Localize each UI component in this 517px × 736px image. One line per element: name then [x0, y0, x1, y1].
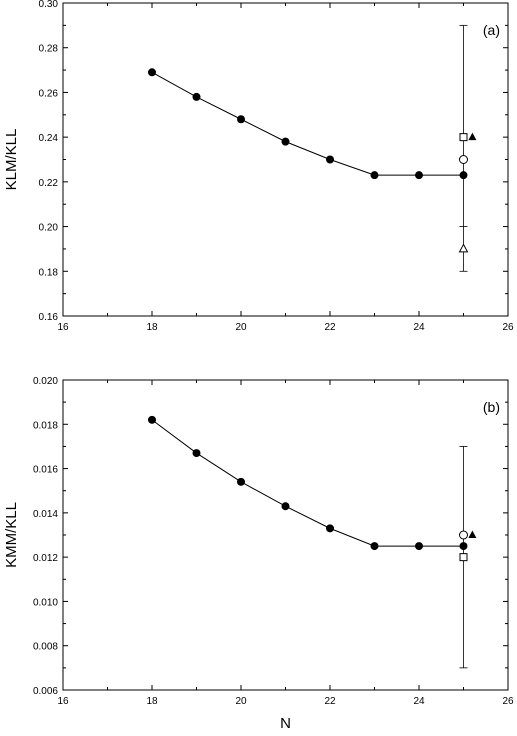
x-tick-label: 24 — [413, 322, 425, 333]
y-tick-label: 0.006 — [33, 686, 58, 697]
open-triangle-marker — [458, 243, 469, 253]
filled-triangle-marker — [468, 132, 477, 141]
data-point — [192, 449, 201, 458]
x-tick-label: 20 — [235, 322, 247, 333]
y-axis-label: KLM/KLL — [3, 129, 20, 191]
y-tick-label: 0.020 — [33, 376, 58, 387]
data-point — [237, 477, 245, 486]
x-tick-label: 18 — [146, 696, 158, 707]
x-tick-label: 22 — [324, 322, 336, 333]
y-tick-label: 0.24 — [39, 133, 59, 144]
data-point — [326, 524, 334, 533]
x-tick-label: 18 — [146, 322, 158, 333]
plot-frame — [62, 379, 509, 691]
data-point — [370, 171, 379, 180]
y-tick-label: 0.012 — [33, 553, 58, 564]
y-tick-label: 0.22 — [39, 178, 59, 189]
x-tick-label: 20 — [235, 696, 247, 707]
y-tick-label: 0.018 — [33, 420, 58, 431]
x-tick-label: 26 — [502, 322, 514, 333]
filled-triangle-marker — [468, 530, 477, 538]
data-point — [192, 92, 201, 101]
panel-b: 16 18 20 22 24 26 0.006 0.008 0.010 0.012 0.014 0.0… — [3, 376, 514, 732]
data-point — [370, 542, 379, 551]
data-point — [459, 171, 468, 180]
series-line — [151, 419, 464, 547]
data-point — [281, 502, 290, 511]
y-tick-label: 0.30 — [39, 0, 59, 10]
panel-label: (a) — [483, 22, 500, 38]
open-circle-marker — [459, 530, 468, 540]
panel-a: 16 18 20 22 24 26 0.16 0.18 0.20 0.22 0.24 0.26 0.28… — [3, 0, 514, 333]
data-point — [148, 415, 156, 424]
data-point — [415, 542, 423, 551]
data-point — [415, 171, 423, 180]
y-tick-label: 0.18 — [39, 267, 59, 278]
x-axis-label: N — [280, 715, 291, 732]
data-point — [237, 115, 245, 124]
open-circle-marker — [459, 155, 468, 164]
plot-frame — [62, 2, 509, 317]
y-tick-label: 0.28 — [39, 44, 59, 55]
data-point — [281, 137, 290, 146]
y-tick-label: 0.20 — [39, 223, 59, 234]
data-point — [459, 542, 468, 551]
y-tick-label: 0.010 — [33, 597, 58, 608]
panel-label: (b) — [483, 399, 500, 415]
y-tick-label: 0.014 — [33, 509, 58, 520]
y-tick-label: 0.26 — [39, 88, 59, 99]
x-tick-label: 22 — [324, 696, 336, 707]
x-tick-label: 26 — [502, 696, 514, 707]
x-tick-label: 16 — [57, 322, 69, 333]
open-square-marker — [459, 553, 468, 562]
data-point — [326, 155, 334, 164]
y-axis-label: KMM/KLL — [3, 502, 20, 568]
x-tick-label: 16 — [57, 696, 69, 707]
x-tick-label: 24 — [413, 696, 425, 707]
y-tick-label: 0.016 — [33, 465, 58, 476]
data-point — [148, 68, 156, 77]
y-tick-label: 0.008 — [33, 642, 58, 653]
series-line — [151, 71, 464, 176]
y-tick-label: 0.16 — [39, 312, 59, 323]
open-square-marker — [459, 133, 468, 142]
